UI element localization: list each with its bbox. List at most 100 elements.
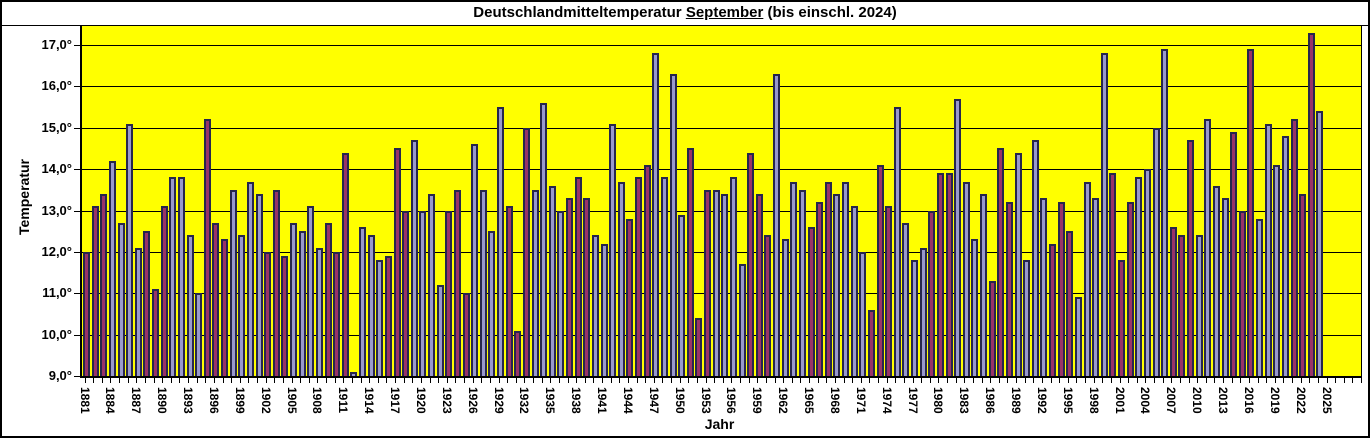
y-axis-tick-label: 16,0° <box>41 78 72 94</box>
bar-1952 <box>695 318 703 376</box>
bar-1939 <box>583 198 591 376</box>
bar-1999 <box>1100 53 1108 376</box>
bar-1885 <box>117 222 125 376</box>
x-axis-tick <box>714 378 716 383</box>
bar-1969 <box>842 181 849 376</box>
x-axis-tick <box>1128 378 1130 383</box>
bar-1883 <box>100 193 108 376</box>
y-axis-tick <box>74 210 81 212</box>
x-axis-tick-label: 1959 <box>750 387 765 414</box>
x-axis-tick-label: 1974 <box>879 387 894 414</box>
x-axis-tick <box>826 378 828 383</box>
bar-1988 <box>1005 202 1013 376</box>
bar-1897 <box>221 239 228 376</box>
bar-1983 <box>962 181 970 376</box>
y-axis-tick-label: 9,0° <box>48 368 72 383</box>
bar-1946 <box>643 165 651 376</box>
plot-area <box>80 26 1362 378</box>
x-axis-tick <box>170 378 172 383</box>
y-axis-tick <box>74 45 81 46</box>
bar-2000 <box>1109 173 1117 376</box>
x-axis-tick <box>903 378 905 383</box>
bar-1958 <box>747 152 755 376</box>
bar-1990 <box>1023 260 1031 376</box>
bar-1902 <box>264 251 272 376</box>
x-axis-tick <box>1085 378 1086 383</box>
x-axis-tick <box>464 378 465 383</box>
x-axis-tick <box>731 378 733 383</box>
bar-1991 <box>1031 140 1039 376</box>
x-axis-tick <box>205 378 207 383</box>
bar-1910 <box>333 251 341 376</box>
gridline <box>82 45 1361 46</box>
y-axis-tick-label: 13,0° <box>41 202 72 218</box>
x-axis-tick <box>429 378 431 383</box>
bar-1973 <box>876 165 884 376</box>
x-axis-tick <box>1361 378 1362 383</box>
x-axis-tick <box>593 378 595 383</box>
bar-1972 <box>867 309 875 376</box>
bar-1935 <box>548 185 556 376</box>
x-axis-tick <box>438 378 440 383</box>
bar-1909 <box>324 222 332 376</box>
x-axis-tick <box>947 378 948 383</box>
bar-1959 <box>755 193 763 376</box>
y-axis-tick-label: 12,0° <box>41 243 72 259</box>
x-axis-tick <box>231 378 233 383</box>
bar-1981 <box>945 173 953 376</box>
x-axis-tick-label: 1965 <box>802 387 816 414</box>
bar-1886 <box>126 123 134 376</box>
x-axis-tick <box>144 378 146 383</box>
x-axis-tick-label: 1950 <box>672 387 687 414</box>
x-axis-tick <box>1154 378 1155 383</box>
x-axis-tick-label: 1902 <box>258 387 273 414</box>
x-axis-tick <box>274 378 276 383</box>
bar-1905 <box>290 222 297 376</box>
bar-1989 <box>1014 152 1022 376</box>
x-axis-tick <box>774 378 776 383</box>
x-axis-tick <box>110 378 112 383</box>
x-axis-tick-label: 1896 <box>206 387 221 414</box>
x-axis-tick <box>317 378 319 383</box>
bar-1926 <box>471 144 479 376</box>
bar-1934 <box>540 102 548 376</box>
bar-1957 <box>738 264 746 376</box>
bar-1940 <box>591 235 599 376</box>
x-axis-tick <box>567 378 569 383</box>
bar-2021 <box>1290 119 1298 376</box>
x-axis-tick <box>136 378 138 383</box>
x-axis-tick <box>222 378 224 383</box>
x-axis-tick <box>1059 378 1061 383</box>
x-axis-tick-label: 2019 <box>1267 387 1282 414</box>
bar-1907 <box>307 206 315 376</box>
x-axis-tick <box>929 378 931 383</box>
bar-2007 <box>1169 227 1177 376</box>
x-axis-tick <box>791 378 793 383</box>
bar-1978 <box>919 247 927 376</box>
x-axis-tick <box>498 378 500 383</box>
x-axis-tick <box>765 378 767 383</box>
bar-2015 <box>1238 210 1246 376</box>
bar-1884 <box>108 160 116 376</box>
x-axis-tick-label: 1899 <box>232 387 247 414</box>
bar-1997 <box>1083 181 1091 376</box>
bar-1931 <box>514 330 522 376</box>
bar-1975 <box>893 107 901 376</box>
bar-1927 <box>479 189 487 376</box>
bar-2022 <box>1299 193 1307 376</box>
x-axis-tick <box>1309 378 1311 383</box>
bar-1881 <box>83 251 90 376</box>
x-axis-tick <box>1188 378 1190 383</box>
x-axis-tick-label: 1953 <box>698 387 713 414</box>
x-axis-tick-label: 1962 <box>776 387 791 414</box>
bar-1970 <box>850 206 858 376</box>
x-axis-tick-label: 1995 <box>1060 387 1075 414</box>
chart-title-suffix: (bis einschl. 2024) <box>763 4 897 21</box>
x-axis-tick <box>688 378 690 383</box>
x-axis-tick <box>93 378 95 383</box>
bar-2024 <box>1316 111 1324 376</box>
bar-1996 <box>1074 297 1082 376</box>
x-axis-tick <box>1257 378 1259 383</box>
bar-1956 <box>729 177 737 376</box>
x-axis-tick <box>1223 378 1224 383</box>
